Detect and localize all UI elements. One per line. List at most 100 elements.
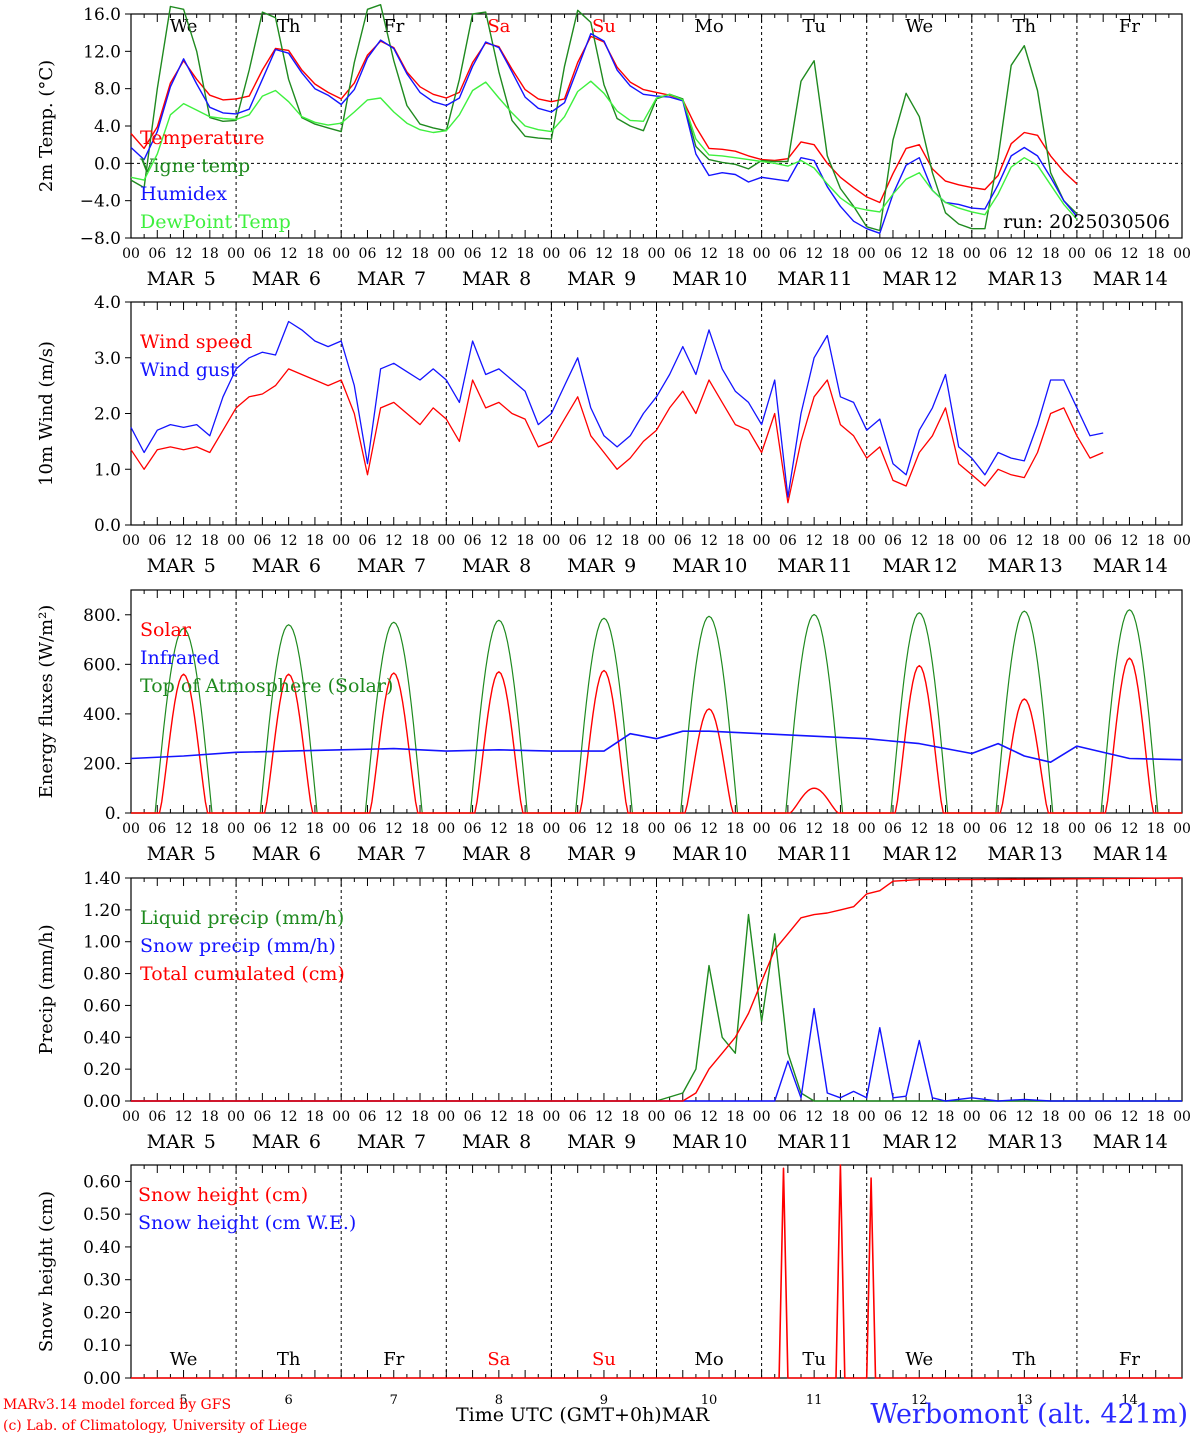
x-month-label: MAR [357, 1131, 405, 1153]
x-hour-label: 00 [332, 821, 350, 837]
x-month-label: MAR [147, 1131, 195, 1153]
x-hour-label: 18 [1147, 821, 1165, 837]
x-hour-label: 18 [516, 246, 534, 262]
x-hour-label: 18 [726, 533, 744, 549]
x-hour-label: 00 [648, 1109, 666, 1125]
y-tick-label: 0.60 [83, 996, 121, 1016]
x-hour-label: 12 [1121, 1109, 1139, 1125]
x-month-label: MAR [777, 843, 825, 865]
x-month-label: MAR [882, 268, 930, 290]
x-hour-label: 12 [1121, 246, 1139, 262]
x-hour-label: 00 [122, 246, 140, 262]
x-hour-label: 00 [542, 533, 560, 549]
x-month-label: MAR [777, 1131, 825, 1153]
x-hour-label: 00 [332, 246, 350, 262]
x-hour-label: 06 [1094, 533, 1112, 549]
x-hour-label: 00 [122, 1109, 140, 1125]
x-hour-label: 18 [1147, 246, 1165, 262]
x-hour-label: 18 [621, 533, 639, 549]
x-hour-label: 12 [385, 821, 403, 837]
x-month-label: MAR [672, 843, 720, 865]
y-tick-label: 16.0 [83, 5, 121, 25]
y-tick-label: −8.0 [80, 229, 121, 249]
x-hour-label: 06 [148, 246, 166, 262]
x-hour-label: 00 [542, 1109, 560, 1125]
x-date-label: 11 [828, 843, 852, 865]
x-hour-label: 18 [937, 1109, 955, 1125]
x-hour-label: 12 [910, 821, 928, 837]
x-hour-label: 00 [332, 1109, 350, 1125]
x-hour-label: 12 [805, 821, 823, 837]
day-label-mo: Mo [694, 1349, 723, 1370]
x-hour-label: 00 [1068, 1109, 1086, 1125]
y-tick-label: 2.0 [94, 405, 121, 425]
x-month-label: MAR [147, 268, 195, 290]
x-hour-label: 12 [595, 246, 613, 262]
x-hour-label: 12 [805, 1109, 823, 1125]
x-hour-label: 18 [621, 821, 639, 837]
y-tick-label: 0.10 [83, 1336, 121, 1356]
x-hour-label: 06 [253, 533, 271, 549]
series-infrared [130, 730, 1183, 764]
x-month-label: MAR [567, 268, 615, 290]
x-date-label: 6 [309, 268, 321, 290]
x-month-label: MAR [567, 843, 615, 865]
x-date-label: 5 [179, 1393, 187, 1408]
y-axis-label: 10m Wind (m/s) [36, 341, 57, 486]
series-vigne-temp [130, 3, 1078, 232]
x-hour-label: 18 [1147, 1109, 1165, 1125]
x-hour-label: 12 [490, 821, 508, 837]
x-date-label: 8 [495, 1393, 503, 1408]
x-hour-label: 18 [832, 246, 850, 262]
series-liquid-precip-mm-h [131, 913, 1182, 1102]
x-hour-label: 12 [595, 821, 613, 837]
x-hour-label: 00 [753, 533, 771, 549]
x-hour-label: 12 [1015, 246, 1033, 262]
x-hour-label: 12 [280, 821, 298, 837]
x-date-label: 10 [723, 843, 747, 865]
x-date-label: 7 [414, 843, 426, 865]
day-label-we: We [170, 1349, 198, 1370]
x-hour-label: 18 [621, 246, 639, 262]
x-date-label: 5 [204, 555, 216, 577]
day-label-fr: Fr [1119, 16, 1140, 37]
x-hour-label: 00 [1173, 1109, 1191, 1125]
x-hour-label: 12 [385, 1109, 403, 1125]
x-hour-label: 06 [569, 1109, 587, 1125]
x-month-label: MAR [882, 555, 930, 577]
x-hour-label: 00 [753, 821, 771, 837]
x-month-label: MAR [357, 555, 405, 577]
x-hour-label: 06 [253, 1109, 271, 1125]
x-hour-label: 18 [832, 533, 850, 549]
panel-2: 0.0 1.0 2.0 3.0 4.0 10m Wind (m/s) 00 06 12 18 MAR… [36, 293, 1191, 577]
x-hour-label: 18 [1042, 246, 1060, 262]
plot-frame [130, 301, 1183, 526]
x-date-label: 6 [309, 1131, 321, 1153]
y-tick-label: 1.40 [83, 869, 121, 889]
x-date-label: 5 [204, 1131, 216, 1153]
y-tick-label: 4.0 [94, 117, 121, 137]
x-date-label: 13 [1039, 1131, 1063, 1153]
x-hour-label: 12 [700, 1109, 718, 1125]
station-name: Werbomont (alt. 421m) [870, 1399, 1188, 1430]
y-tick-label: 0.40 [83, 1238, 121, 1258]
x-hour-label: 12 [805, 246, 823, 262]
x-hour-label: 06 [779, 246, 797, 262]
x-date-label: 9 [624, 843, 636, 865]
panel-1: −8.0 −4.0 0.0 4.0 8.0 12.0 16.0 2m Temp. (°C) 00… [36, 3, 1191, 290]
x-hour-label: 18 [937, 821, 955, 837]
x-hour-label: 06 [569, 821, 587, 837]
x-hour-label: 18 [832, 821, 850, 837]
y-axis-label: 2m Temp. (°C) [36, 60, 57, 192]
x-hour-label: 00 [227, 821, 245, 837]
x-hour-label: 12 [1015, 821, 1033, 837]
x-hour-label: 06 [779, 1109, 797, 1125]
y-tick-label: 0.20 [83, 1303, 121, 1323]
x-hour-label: 18 [306, 246, 324, 262]
x-hour-label: 06 [884, 533, 902, 549]
x-hour-label: 12 [595, 533, 613, 549]
x-date-label: 12 [911, 1393, 928, 1408]
x-hour-label: 06 [779, 533, 797, 549]
x-hour-label: 18 [306, 533, 324, 549]
x-hour-label: 00 [227, 533, 245, 549]
